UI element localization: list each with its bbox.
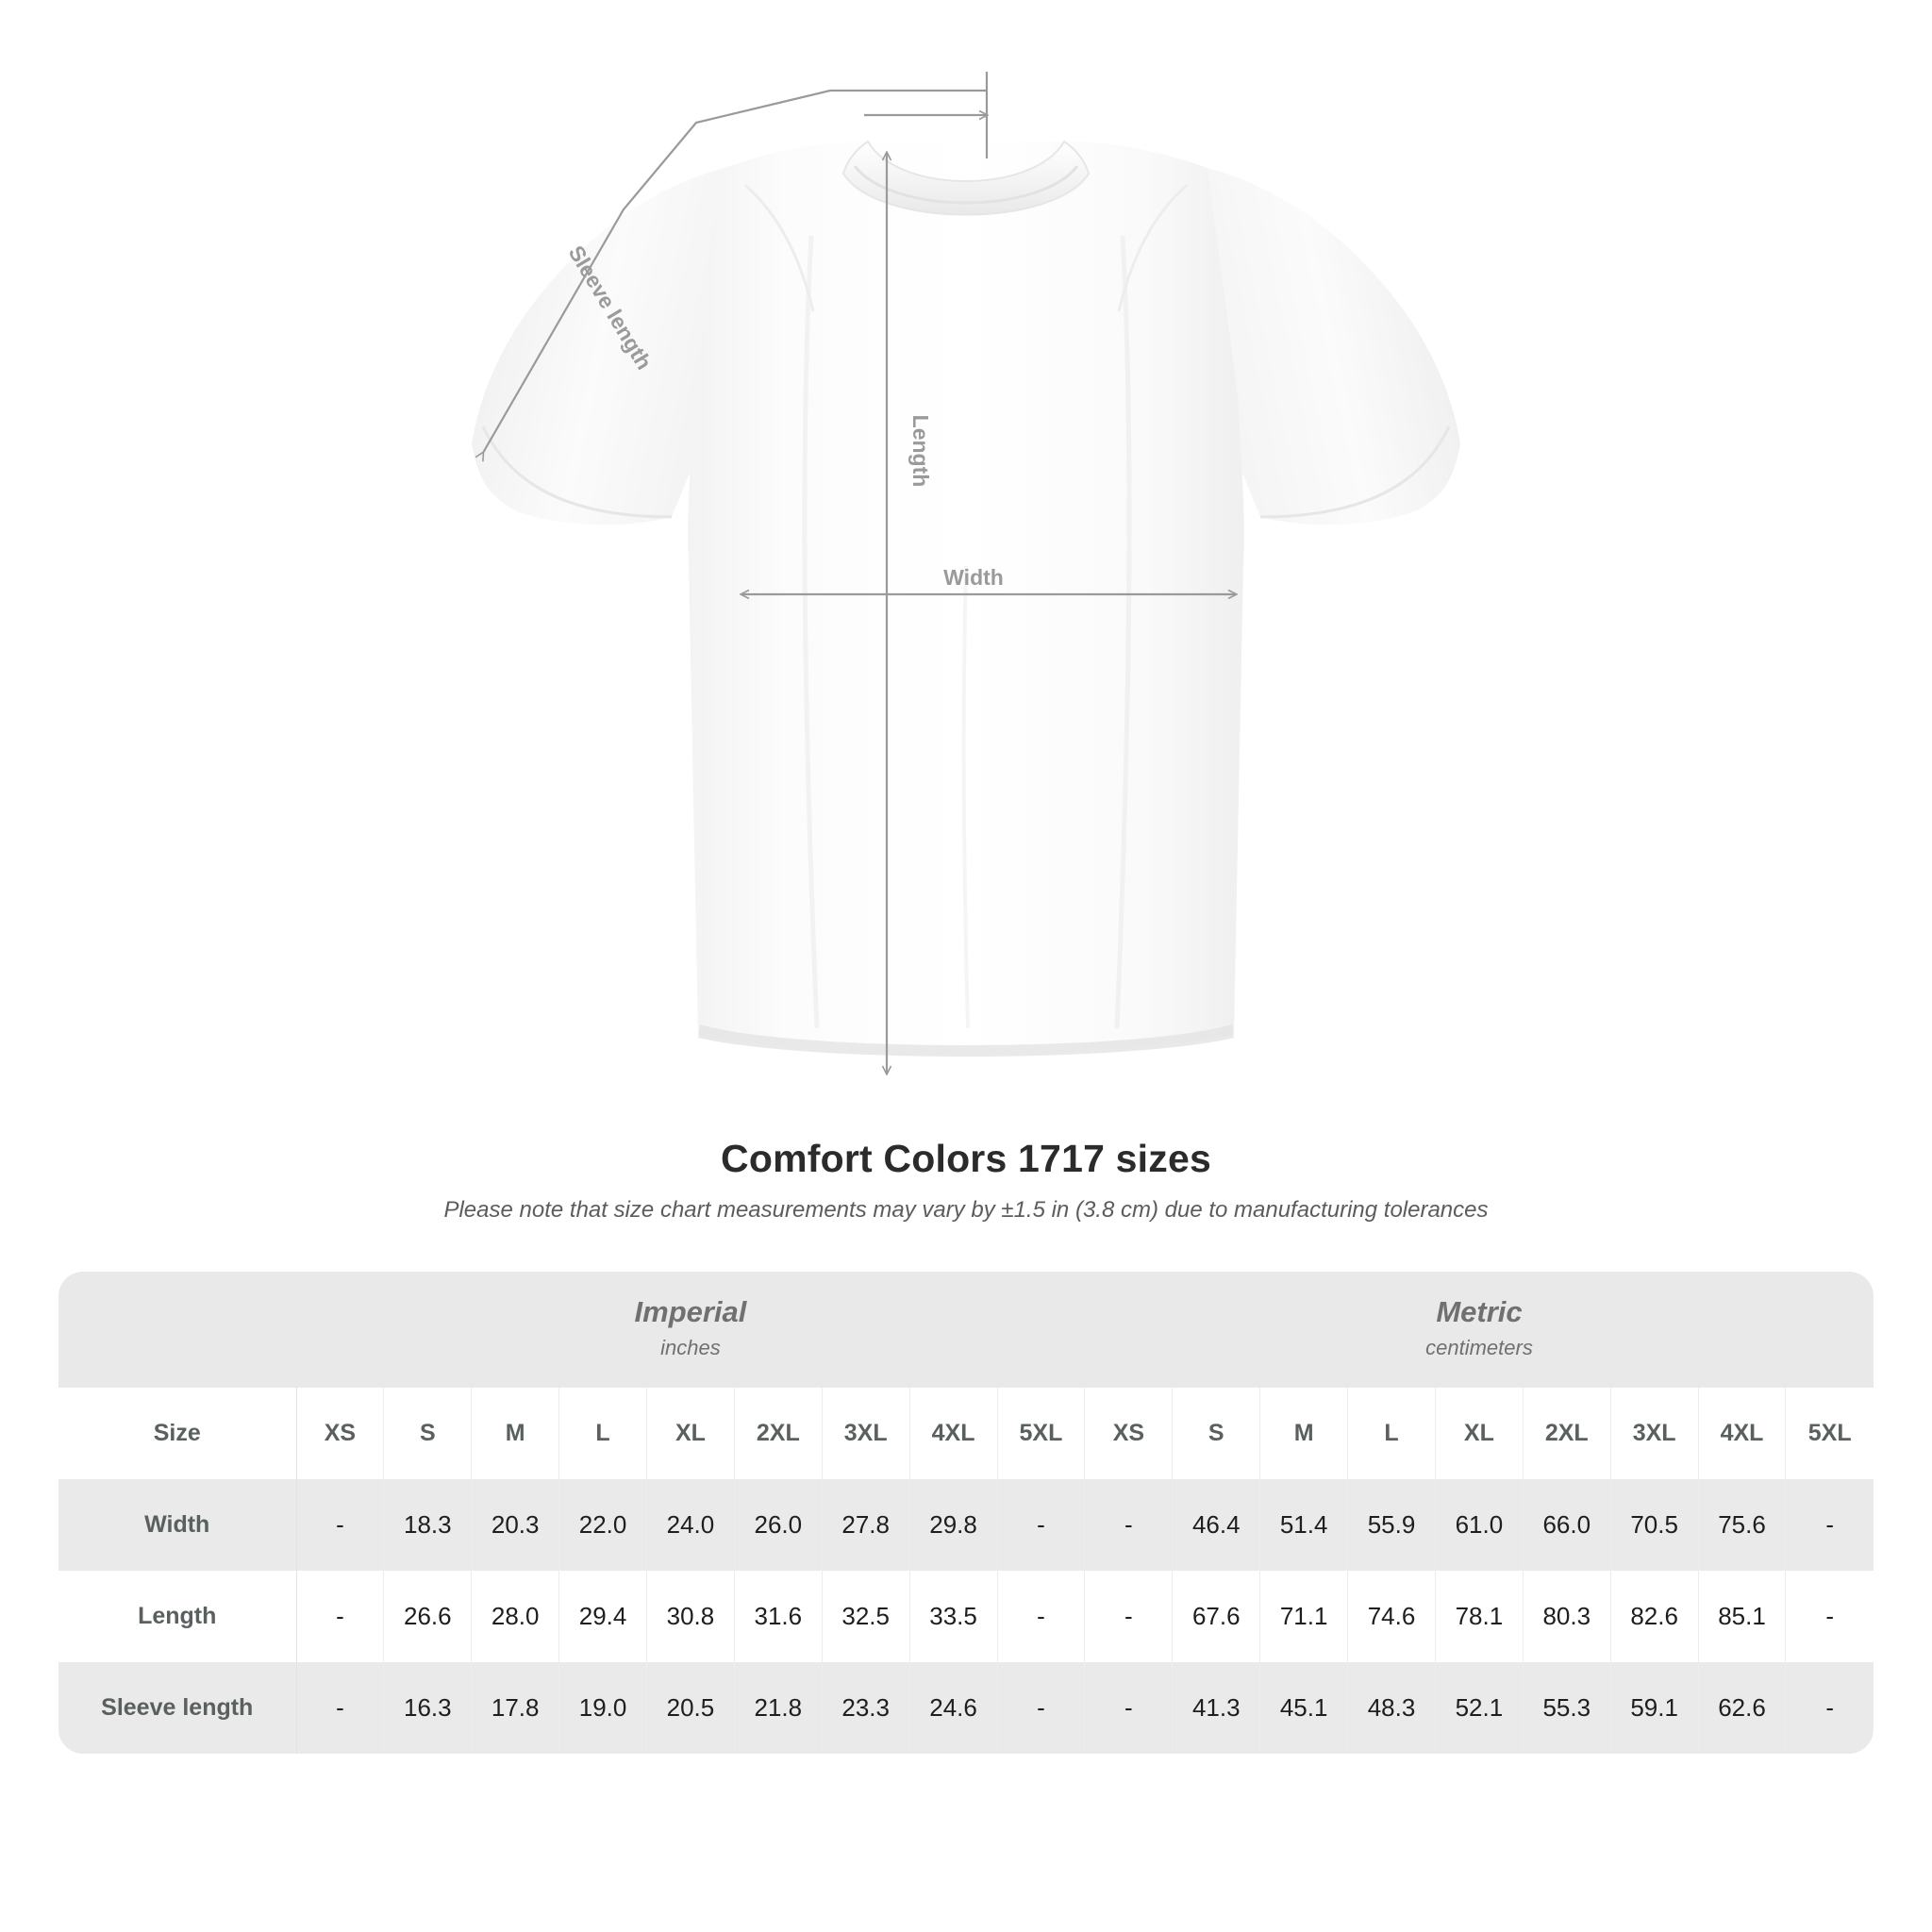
cell-width-metric-4xl: 75.6 bbox=[1698, 1479, 1787, 1572]
cell-width-imperial-3xl: 27.8 bbox=[822, 1479, 910, 1572]
cell-length-metric-3xl: 82.6 bbox=[1610, 1571, 1699, 1663]
size-header-imperial-2xl: 2XL bbox=[734, 1388, 823, 1480]
cell-width-metric-s: 46.4 bbox=[1172, 1479, 1261, 1572]
cell-sleeve-length-imperial-3xl: 23.3 bbox=[822, 1662, 910, 1755]
unit-name: Imperial bbox=[634, 1295, 747, 1328]
size-header-metric-4xl: 4XL bbox=[1698, 1388, 1787, 1480]
cell-length-metric-m: 71.1 bbox=[1259, 1571, 1349, 1663]
cell-length-metric-l: 74.6 bbox=[1347, 1571, 1436, 1663]
cell-width-metric-2xl: 66.0 bbox=[1523, 1479, 1611, 1572]
cell-length-metric-xs: - bbox=[1084, 1571, 1174, 1663]
cell-length-imperial-xs: - bbox=[296, 1571, 385, 1663]
cell-length-metric-5xl: - bbox=[1785, 1571, 1874, 1663]
size-header-metric-s: S bbox=[1172, 1388, 1261, 1480]
row-label-width: Width bbox=[58, 1479, 297, 1572]
cell-width-imperial-l: 22.0 bbox=[558, 1479, 647, 1572]
cell-sleeve-length-imperial-2xl: 21.8 bbox=[734, 1662, 823, 1755]
size-header-imperial-4xl: 4XL bbox=[909, 1388, 998, 1480]
cell-width-imperial-4xl: 29.8 bbox=[909, 1479, 998, 1572]
cell-sleeve-length-metric-xs: - bbox=[1084, 1662, 1174, 1755]
size-header-imperial-xs: XS bbox=[296, 1388, 385, 1480]
cell-sleeve-length-imperial-5xl: - bbox=[997, 1662, 1086, 1755]
cell-length-imperial-3xl: 32.5 bbox=[822, 1571, 910, 1663]
size-header-imperial-s: S bbox=[383, 1388, 473, 1480]
size-header-imperial-5xl: 5XL bbox=[997, 1388, 1086, 1480]
cell-width-metric-m: 51.4 bbox=[1259, 1479, 1349, 1572]
unit-name: Metric bbox=[1436, 1295, 1523, 1328]
width-label: Width bbox=[943, 565, 1004, 590]
cell-sleeve-length-metric-s: 41.3 bbox=[1172, 1662, 1261, 1755]
unit-subtitle: inches bbox=[660, 1336, 721, 1360]
size-chart-table-container: Imperial inches Metric centimeters Size XS S M L… bbox=[58, 1272, 1874, 1755]
cell-sleeve-length-metric-l: 48.3 bbox=[1347, 1662, 1436, 1755]
size-header-metric-2xl: 2XL bbox=[1523, 1388, 1611, 1480]
size-header-metric-xs: XS bbox=[1084, 1388, 1174, 1480]
size-column-header: Size bbox=[58, 1388, 297, 1480]
size-header-imperial-xl: XL bbox=[646, 1388, 735, 1480]
cell-width-imperial-s: 18.3 bbox=[383, 1479, 473, 1572]
size-header-imperial-m: M bbox=[471, 1388, 560, 1480]
size-chart-table: Imperial inches Metric centimeters Size XS S M L… bbox=[58, 1272, 1874, 1755]
cell-sleeve-length-metric-3xl: 59.1 bbox=[1610, 1662, 1699, 1755]
row-label-sleeve-length: Sleeve length bbox=[58, 1662, 297, 1755]
length-label: Length bbox=[908, 415, 933, 488]
table-row: Sleeve length -16.3 17.8 19.0 20.5 21.8 23.3 24… bbox=[58, 1662, 1874, 1755]
size-header-row: Size XS S M L XL 2XL 3XL 4XL 5XL XS S M L XL 2XL 3XL 4XL 5… bbox=[58, 1388, 1874, 1480]
row-label-length: Length bbox=[58, 1571, 297, 1663]
cell-sleeve-length-imperial-4xl: 24.6 bbox=[909, 1662, 998, 1755]
size-header-metric-l: L bbox=[1347, 1388, 1436, 1480]
cell-width-metric-3xl: 70.5 bbox=[1610, 1479, 1699, 1572]
cell-sleeve-length-imperial-xl: 20.5 bbox=[646, 1662, 735, 1755]
cell-width-metric-l: 55.9 bbox=[1347, 1479, 1436, 1572]
unit-header-spacer bbox=[58, 1272, 296, 1389]
cell-sleeve-length-metric-m: 45.1 bbox=[1259, 1662, 1349, 1755]
cell-width-imperial-2xl: 26.0 bbox=[734, 1479, 823, 1572]
cell-length-metric-xl: 78.1 bbox=[1435, 1571, 1524, 1663]
cell-length-imperial-s: 26.6 bbox=[383, 1571, 473, 1663]
tshirt-illustration: Sleeve length Length Width bbox=[472, 72, 1460, 1113]
cell-length-imperial-m: 28.0 bbox=[471, 1571, 560, 1663]
cell-sleeve-length-metric-5xl: - bbox=[1785, 1662, 1874, 1755]
cell-sleeve-length-imperial-xs: - bbox=[296, 1662, 385, 1755]
cell-width-metric-xs: - bbox=[1084, 1479, 1174, 1572]
unit-header-imperial: Imperial inches bbox=[296, 1272, 1085, 1389]
size-header-metric-xl: XL bbox=[1435, 1388, 1524, 1480]
cell-length-metric-s: 67.6 bbox=[1172, 1571, 1261, 1663]
cell-width-metric-5xl: - bbox=[1785, 1479, 1874, 1572]
cell-length-imperial-xl: 30.8 bbox=[646, 1571, 735, 1663]
unit-header-row: Imperial inches Metric centimeters bbox=[58, 1272, 1874, 1389]
title-block: Comfort Colors 1717 sizes Please note th… bbox=[0, 1137, 1932, 1224]
unit-header-metric: Metric centimeters bbox=[1084, 1272, 1874, 1389]
cell-sleeve-length-imperial-l: 19.0 bbox=[558, 1662, 647, 1755]
cell-sleeve-length-metric-4xl: 62.6 bbox=[1698, 1662, 1787, 1755]
tshirt-graphic bbox=[472, 140, 1460, 1057]
size-header-metric-5xl: 5XL bbox=[1785, 1388, 1874, 1480]
cell-sleeve-length-metric-2xl: 55.3 bbox=[1523, 1662, 1611, 1755]
cell-width-imperial-5xl: - bbox=[997, 1479, 1086, 1572]
cell-length-metric-2xl: 80.3 bbox=[1523, 1571, 1611, 1663]
cell-sleeve-length-imperial-s: 16.3 bbox=[383, 1662, 473, 1755]
cell-sleeve-length-imperial-m: 17.8 bbox=[471, 1662, 560, 1755]
page-title: Comfort Colors 1717 sizes bbox=[721, 1137, 1211, 1180]
cell-length-imperial-l: 29.4 bbox=[558, 1571, 647, 1663]
size-header-metric-3xl: 3XL bbox=[1610, 1388, 1699, 1480]
cell-length-imperial-4xl: 33.5 bbox=[909, 1571, 998, 1663]
table-row: Width -18.3 20.3 22.0 24.0 26.0 27.8 29.8- -46.4… bbox=[58, 1479, 1874, 1572]
size-header-metric-m: M bbox=[1259, 1388, 1349, 1480]
page-subtitle: Please note that size chart measurements… bbox=[443, 1197, 1489, 1224]
unit-subtitle: centimeters bbox=[1425, 1336, 1533, 1360]
cell-width-imperial-xl: 24.0 bbox=[646, 1479, 735, 1572]
cell-length-metric-4xl: 85.1 bbox=[1698, 1571, 1787, 1663]
cell-width-imperial-m: 20.3 bbox=[471, 1479, 560, 1572]
cell-sleeve-length-metric-xl: 52.1 bbox=[1435, 1662, 1524, 1755]
table-row: Length -26.6 28.0 29.4 30.8 31.6 32.5 33.5- -67.… bbox=[58, 1571, 1874, 1663]
dimension-annotations bbox=[483, 72, 1236, 1074]
size-header-imperial-3xl: 3XL bbox=[822, 1388, 910, 1480]
cell-length-imperial-2xl: 31.6 bbox=[734, 1571, 823, 1663]
cell-width-metric-xl: 61.0 bbox=[1435, 1479, 1524, 1572]
cell-length-imperial-5xl: - bbox=[997, 1571, 1086, 1663]
cell-width-imperial-xs: - bbox=[296, 1479, 385, 1572]
size-header-imperial-l: L bbox=[558, 1388, 647, 1480]
